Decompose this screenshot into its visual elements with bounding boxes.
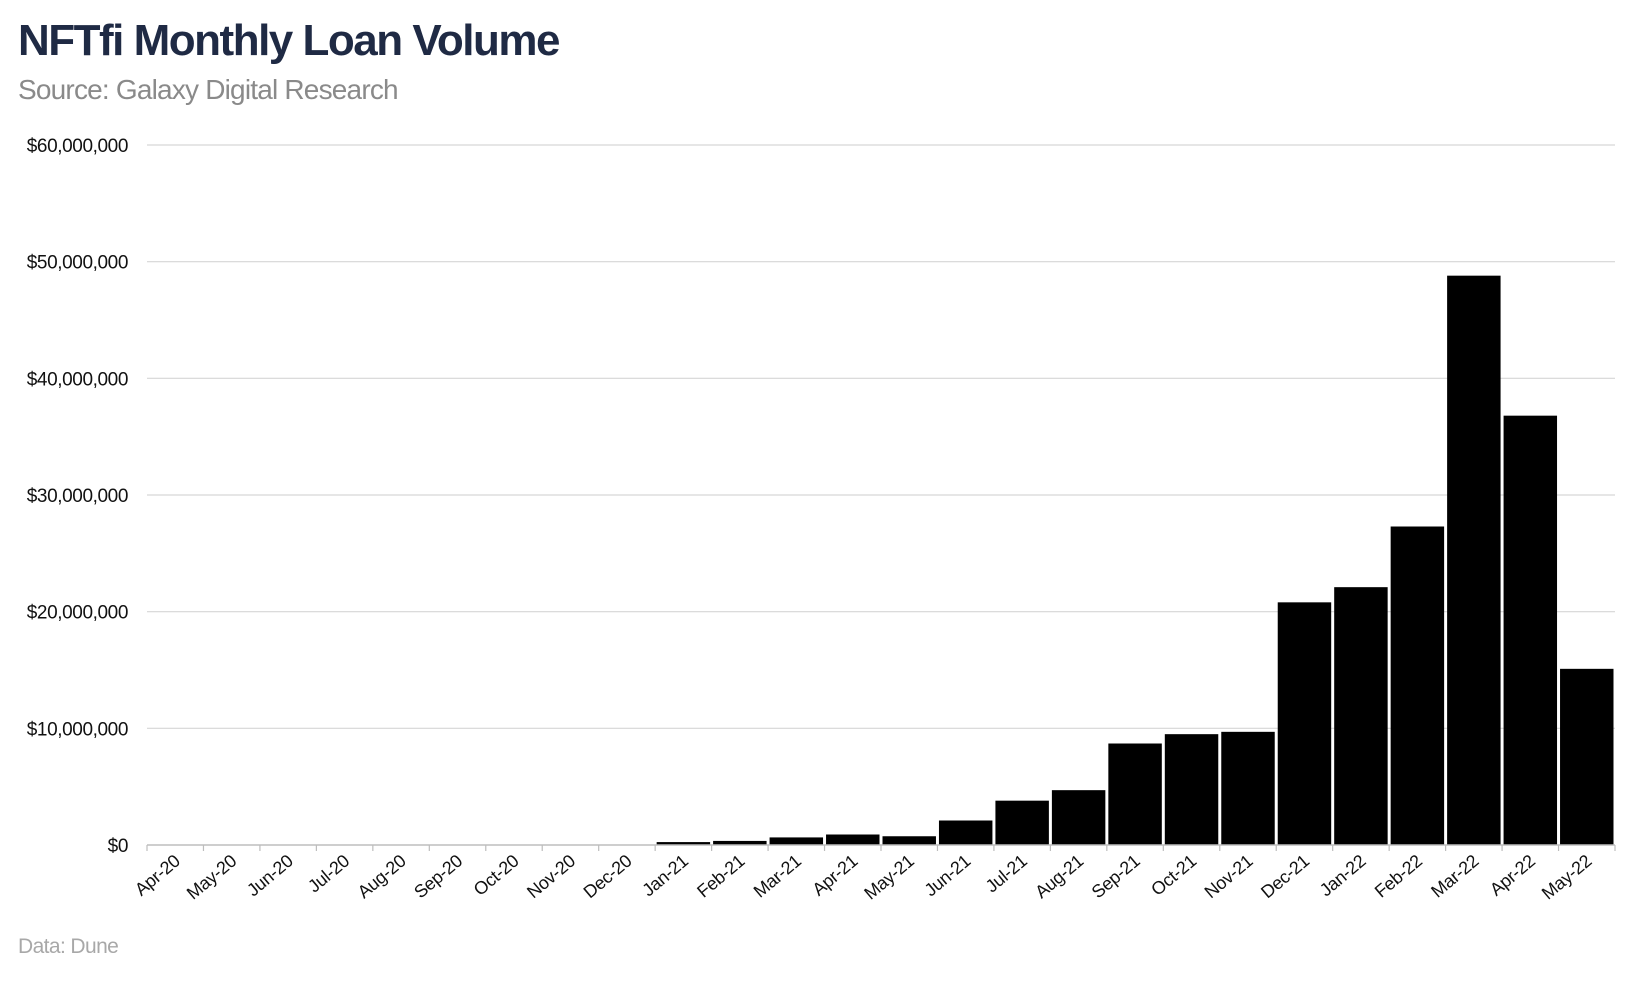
x-tick-label: May-21 [860,851,918,904]
x-tick-label: Nov-21 [1201,851,1257,903]
bar-mar-22 [1447,275,1501,846]
x-tick-label: Jul-20 [304,851,353,897]
y-tick-label: $20,000,000 [27,603,128,624]
x-tick-label: Jul-21 [982,851,1031,897]
x-tick-label: Apr-20 [131,851,184,900]
bar-apr-21 [826,834,880,845]
x-tick-label: Apr-21 [808,851,861,900]
x-tick-label: Apr-22 [1486,851,1539,900]
bar-apr-22 [1503,415,1558,845]
gridlines [147,144,1615,729]
x-tick-label: May-22 [1538,851,1596,904]
x-tick-label: Mar-22 [1427,851,1482,902]
x-tick-label: Sep-20 [410,851,466,903]
x-tick-label: Feb-21 [693,851,748,902]
x-tick-label: Mar-21 [750,851,805,902]
y-tick-label: $30,000,000 [27,486,128,507]
bar-oct-21 [1164,734,1219,845]
bar-may-22 [1560,668,1614,845]
bar-aug-21 [1051,790,1106,845]
bar-jul-21 [995,800,1049,845]
x-tick-label: Aug-20 [354,851,410,903]
chart-title: NFTfi Monthly Loan Volume [18,16,560,65]
y-axis-tick-labels: $0 $10,000,000 $20,000,000 $30,000,000 $40,0… [27,136,129,857]
x-tick-label: Feb-22 [1371,851,1426,902]
y-tick-label: $10,000,000 [27,719,128,740]
x-tick-label: Sep-21 [1088,851,1144,903]
x-tick-label: Dec-20 [580,851,636,903]
bar-jan-21 [656,842,711,845]
bar-jun-21 [938,820,993,845]
y-tick-label: $0 [108,836,128,857]
x-tick-label: Aug-21 [1031,851,1087,903]
bar-dec-21 [1277,602,1332,845]
x-tick-label: Nov-20 [523,851,579,903]
y-tick-label: $50,000,000 [27,253,128,274]
bar-jan-22 [1334,587,1388,845]
x-tick-label: Oct-20 [470,851,523,900]
x-tick-label: Oct-21 [1147,851,1200,900]
y-tick-label: $40,000,000 [27,369,128,390]
bar-sep-21 [1108,743,1162,845]
x-axis [146,844,1616,851]
y-tick-label: $60,000,000 [27,136,128,157]
bars [656,275,1614,846]
bar-may-21 [882,836,936,845]
x-tick-label: Jun-21 [921,851,975,901]
x-tick-label: May-20 [183,851,241,904]
bar-mar-21 [769,837,824,845]
x-tick-label: Jun-20 [243,851,297,901]
bar-feb-22 [1390,526,1445,845]
chart-subtitle: Source: Galaxy Digital Research [18,74,399,105]
bar-nov-21 [1221,731,1275,845]
x-tick-label: Jan-22 [1316,851,1370,901]
x-tick-label: Jan-21 [638,851,692,901]
data-source-note: Data: Dune [18,935,119,958]
bar-feb-21 [713,840,767,845]
x-tick-label: Dec-21 [1257,851,1313,903]
